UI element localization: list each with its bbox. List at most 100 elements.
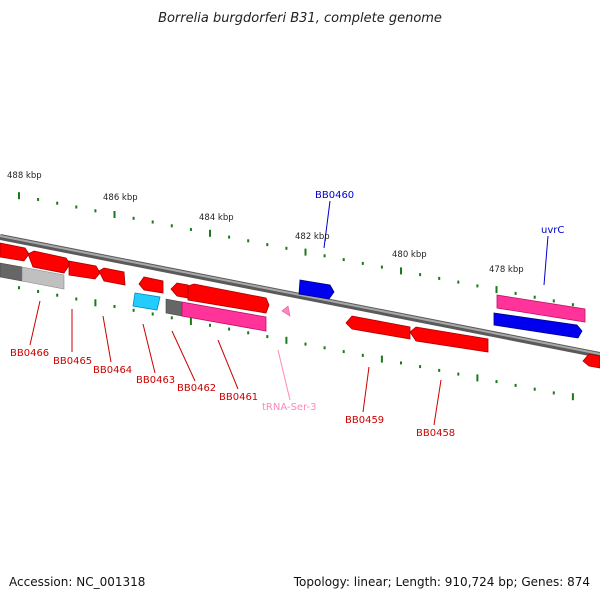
tick-major bbox=[113, 211, 116, 218]
tick-minor bbox=[361, 353, 364, 357]
tick-minor bbox=[514, 383, 517, 387]
gene-arrow bbox=[0, 242, 30, 262]
gene-arrow bbox=[98, 267, 126, 286]
tick-major bbox=[18, 192, 20, 200]
tick-minor bbox=[94, 209, 97, 213]
gene-label-bb0464: BB0464 bbox=[93, 365, 132, 376]
tick-minor bbox=[419, 365, 422, 369]
genome-summary-text: Topology: linear; Length: 910,724 bp; Ge… bbox=[293, 575, 590, 589]
gene-labels-bottom: BB0466 BB0465 BB0464 BB0463 BB0462 BB046… bbox=[10, 348, 455, 439]
gene-arrow-blue bbox=[298, 279, 335, 300]
tick-minor bbox=[361, 261, 364, 265]
tick-minor bbox=[285, 246, 288, 250]
kbp-label-480: 480 kbp bbox=[392, 250, 427, 260]
kbp-labels: 488 kbp 486 kbp 484 kbp 482 kbp 480 kbp … bbox=[7, 171, 524, 275]
tick-major bbox=[495, 286, 498, 294]
gene-label-bb0465: BB0465 bbox=[53, 356, 92, 367]
tick-minor bbox=[400, 361, 402, 365]
tick-minor bbox=[438, 276, 441, 280]
pseudogene-block bbox=[165, 298, 183, 317]
tick-minor bbox=[266, 243, 269, 247]
tick-major bbox=[380, 355, 383, 363]
tick-major bbox=[189, 318, 192, 325]
tick-minor bbox=[151, 312, 154, 316]
gene-label-trna-ser-3: tRNA-Ser-3 bbox=[262, 402, 317, 413]
scale-ticks bbox=[18, 192, 574, 401]
map-title: Borrelia burgdorferi B31, complete genom… bbox=[158, 11, 442, 26]
tick-major bbox=[400, 267, 402, 275]
tick-minor bbox=[37, 290, 40, 293]
tick-minor bbox=[75, 297, 78, 301]
pseudogene-block bbox=[21, 266, 65, 290]
tick-major bbox=[571, 393, 574, 401]
pseudogene-block bbox=[0, 262, 23, 282]
tick-minor bbox=[304, 342, 307, 346]
tick-minor bbox=[552, 299, 555, 303]
gene-label-bb0458: BB0458 bbox=[416, 428, 455, 439]
gene-block-pink bbox=[496, 294, 586, 323]
tick-minor bbox=[533, 295, 536, 299]
kbp-label-482: 482 kbp bbox=[295, 232, 330, 242]
tick-minor bbox=[342, 258, 345, 262]
gene-label-bb0459: BB0459 bbox=[345, 415, 384, 426]
gene-label-bb0462: BB0462 bbox=[177, 383, 216, 394]
tick-minor bbox=[533, 387, 536, 391]
tick-major bbox=[304, 248, 307, 256]
gene-label-uvrc: uvrC bbox=[541, 225, 564, 236]
tick-major bbox=[209, 229, 211, 237]
tick-minor bbox=[323, 346, 326, 350]
tick-minor bbox=[170, 316, 173, 320]
gene-arrow bbox=[187, 283, 270, 314]
tick-minor bbox=[151, 220, 154, 224]
tick-minor bbox=[495, 380, 498, 384]
tick-minor bbox=[419, 273, 422, 277]
tick-minor bbox=[552, 391, 555, 395]
gene-block-pink bbox=[181, 301, 267, 332]
tick-major bbox=[476, 374, 479, 382]
gene-arrow bbox=[68, 260, 101, 280]
accession-text: Accession: NC_001318 bbox=[9, 575, 145, 589]
kbp-label-478: 478 kbp bbox=[489, 265, 524, 275]
gene-arrow bbox=[345, 315, 411, 340]
tick-minor bbox=[247, 331, 250, 335]
leader-lines bbox=[29, 200, 549, 426]
kbp-label-484: 484 kbp bbox=[199, 213, 234, 223]
genome-backbone bbox=[0, 234, 600, 358]
tick-minor bbox=[323, 254, 326, 258]
tick-minor bbox=[209, 323, 211, 327]
tick-minor bbox=[266, 335, 269, 339]
tick-minor bbox=[170, 224, 173, 228]
gene-arrow bbox=[170, 282, 189, 299]
tick-minor bbox=[457, 372, 460, 376]
tick-minor bbox=[514, 291, 517, 295]
kbp-label-486: 486 kbp bbox=[103, 193, 138, 203]
tick-minor bbox=[56, 201, 59, 205]
kbp-label-488: 488 kbp bbox=[7, 171, 42, 181]
gene-arrow bbox=[409, 326, 489, 353]
tick-minor bbox=[132, 216, 135, 220]
tick-minor bbox=[37, 198, 40, 201]
tick-major bbox=[285, 336, 288, 344]
tick-minor bbox=[18, 286, 20, 290]
tick-minor bbox=[132, 308, 135, 312]
gene-arrow bbox=[138, 276, 164, 294]
tick-major bbox=[94, 299, 97, 307]
tick-minor bbox=[342, 350, 345, 354]
tick-minor bbox=[56, 293, 59, 297]
gene-label-bb0466: BB0466 bbox=[10, 348, 49, 359]
gene-features bbox=[0, 242, 600, 369]
tick-minor bbox=[113, 305, 116, 308]
tick-minor bbox=[75, 205, 78, 209]
gene-arrow-blue bbox=[493, 312, 583, 339]
tick-minor bbox=[571, 303, 574, 307]
gene-label-bb0460: BB0460 bbox=[315, 190, 354, 201]
gene-label-bb0461: BB0461 bbox=[219, 392, 258, 403]
tick-minor bbox=[438, 368, 441, 372]
tick-minor bbox=[457, 280, 460, 284]
tick-minor bbox=[189, 228, 192, 231]
tick-minor bbox=[228, 327, 231, 331]
trna-marker bbox=[281, 305, 291, 317]
gene-arrow bbox=[582, 353, 600, 369]
tick-minor bbox=[228, 235, 231, 239]
